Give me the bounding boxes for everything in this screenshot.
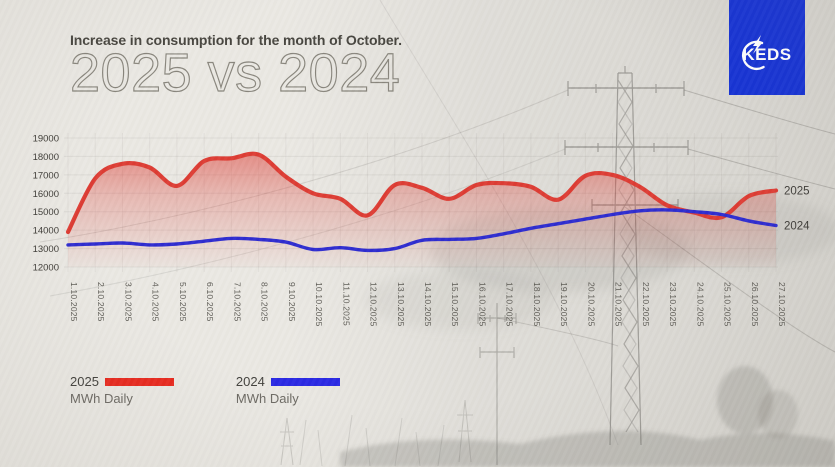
y-axis-tick-label: 17000 [33, 170, 59, 181]
x-axis-date-label: 24.10.2025 [695, 282, 705, 327]
series-end-label-2024: 2024 [784, 221, 810, 233]
y-axis-tick-label: 18000 [33, 152, 59, 163]
x-axis-date-label: 5.10.2025 [178, 282, 188, 322]
series-2024-line [66, 208, 778, 253]
photo-grass [299, 414, 445, 467]
keds-logo-arc-bolt-icon [742, 34, 766, 70]
series-end-label-2025: 2025 [784, 186, 810, 198]
x-axis-date-label: 13.10.2025 [396, 282, 406, 327]
header: Increase in consumption for the month of… [69, 32, 402, 103]
series-2025-line [65, 151, 779, 235]
chart-subtitle: Increase in consumption for the month of… [70, 32, 402, 48]
x-axis-date-label: 10.10.2025 [314, 282, 324, 327]
x-axis-date-label: 7.10.2025 [232, 282, 242, 322]
x-axis-date-label: 12.10.2025 [369, 282, 379, 327]
legend-unit-2024: MWh Daily [235, 391, 299, 406]
legend-swatch-2025 [104, 377, 174, 386]
x-axis-date-label: 19.10.2025 [559, 282, 569, 327]
x-axis-date-label: 20.10.2025 [586, 282, 596, 327]
y-axis-tick-label: 12000 [33, 263, 59, 274]
chart-title: 2025 vs 2024 [69, 43, 401, 103]
transmission-pole-small [477, 303, 517, 465]
x-axis-date-label: 4.10.2025 [151, 282, 161, 322]
x-axis-date-label: 22.10.2025 [641, 282, 651, 327]
x-axis-date-label: 21.10.2025 [614, 282, 624, 327]
distant-towers [280, 399, 473, 466]
y-axis-tick-label: 15000 [33, 207, 59, 218]
x-axis-date-label: 3.10.2025 [123, 282, 133, 322]
x-axis-date-label: 17.10.2025 [505, 282, 515, 327]
x-axis-date-label: 8.10.2025 [260, 282, 270, 322]
y-axis-tick-label: 16000 [33, 189, 59, 200]
y-axis-tick-label: 19000 [33, 134, 59, 145]
x-axis-date-label: 1.10.2025 [69, 282, 79, 322]
x-axis-date-label: 18.10.2025 [532, 282, 542, 327]
keds-logo-inner: KEDS [742, 34, 792, 70]
x-axis-date-label: 26.10.2025 [750, 282, 760, 327]
legend-swatch-2024 [270, 377, 340, 386]
x-axis-date-label: 9.10.2025 [287, 282, 297, 322]
x-axis-date-label: 6.10.2025 [205, 282, 215, 322]
legend-item-2024: 2024 MWh Daily [236, 374, 340, 406]
x-axis-date-label: 25.10.2025 [723, 282, 733, 327]
legend-unit-2025: MWh Daily [70, 391, 133, 406]
y-axis-tick-label: 13000 [33, 244, 59, 255]
x-axis-date-label: 23.10.2025 [668, 282, 678, 327]
x-axis-date-label: 2.10.2025 [96, 282, 106, 322]
legend-year-2024: 2024 [235, 374, 265, 389]
x-axis-date-label: 14.10.2025 [423, 282, 433, 327]
x-axis-date-label: 27.10.2025 [777, 282, 787, 327]
y-axis-tick-label: 14000 [33, 226, 59, 237]
x-axis-date-label: 16.10.2025 [477, 282, 487, 327]
photo-treeline [340, 366, 835, 467]
chart-legend: 2025 MWh Daily 2024 MWh Daily [70, 374, 340, 406]
keds-logo-text: KEDS [742, 44, 792, 64]
legend-year-2025: 2025 [70, 374, 99, 389]
keds-logo: KEDS [729, 0, 805, 95]
legend-item-2025: 2025 MWh Daily [70, 374, 174, 406]
x-axis-date-label: 15.10.2025 [450, 282, 460, 327]
x-axis-date-label: 11.10.2025 [341, 282, 351, 326]
